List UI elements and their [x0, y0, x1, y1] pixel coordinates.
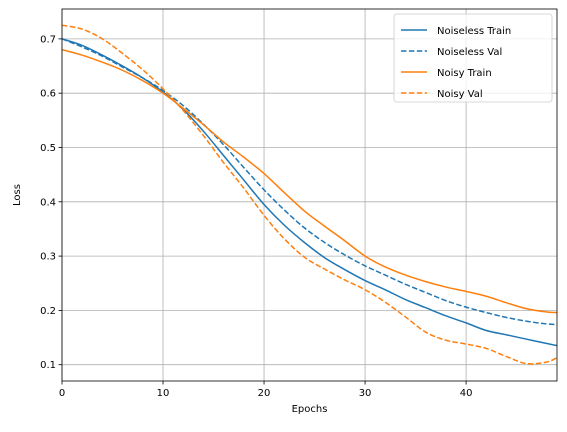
- y-tick-label: 0.4: [40, 197, 56, 208]
- x-tick-label: 40: [460, 388, 473, 399]
- x-axis-ticks: 0 10 20 30 40: [59, 381, 473, 399]
- y-tick-label: 0.3: [40, 252, 56, 263]
- legend-label-noiseless-val: Noiseless Val: [437, 47, 502, 58]
- legend-label-noiseless-train: Noiseless Train: [437, 26, 511, 37]
- legend-label-noisy-val: Noisy Val: [437, 89, 483, 100]
- y-tick-label: 0.7: [40, 34, 56, 45]
- x-axis-label: Epochs: [292, 404, 328, 415]
- legend: Noiseless Train Noiseless Val Noisy Train N…: [393, 13, 553, 103]
- y-tick-label: 0.1: [40, 360, 56, 371]
- y-axis-ticks: 0.1 0.2 0.3 0.4 0.5 0.6 0.7: [40, 34, 62, 371]
- x-tick-label: 0: [59, 388, 65, 399]
- legend-box: [393, 13, 553, 103]
- y-tick-label: 0.2: [40, 306, 56, 317]
- plot-frame: [61, 8, 558, 382]
- series-line-noiseless-val: [62, 38, 557, 326]
- x-tick-label: 30: [359, 388, 372, 399]
- y-tick-label: 0.5: [40, 143, 56, 154]
- y-axis-label: Loss: [12, 184, 23, 206]
- x-tick-label: 10: [157, 388, 170, 399]
- series-layer: [62, 24, 557, 365]
- x-tick-label: 20: [258, 388, 271, 399]
- legend-label-noisy-train: Noisy Train: [437, 68, 492, 79]
- y-tick-label: 0.6: [40, 89, 56, 100]
- series-line-noisy-train: [62, 49, 557, 314]
- series-line-noisy-val: [62, 24, 557, 365]
